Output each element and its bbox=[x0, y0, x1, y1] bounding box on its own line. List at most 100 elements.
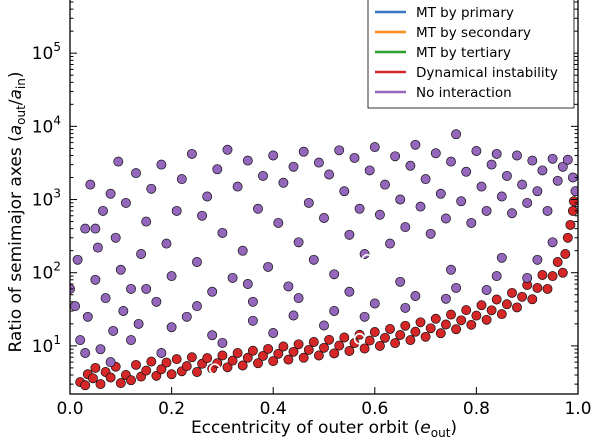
data-point bbox=[542, 205, 553, 216]
data-point bbox=[186, 352, 197, 363]
data-point bbox=[110, 232, 121, 243]
data-point bbox=[268, 328, 279, 338]
data-point bbox=[440, 293, 451, 304]
data-point bbox=[222, 144, 233, 155]
data-point bbox=[496, 309, 507, 320]
data-point bbox=[405, 335, 416, 346]
data-point bbox=[319, 213, 329, 223]
data-point bbox=[496, 191, 507, 202]
data-point bbox=[247, 315, 258, 326]
data-point bbox=[385, 324, 395, 334]
y-tick-label: 103 bbox=[32, 187, 61, 211]
data-point bbox=[568, 196, 578, 207]
data-point bbox=[456, 196, 467, 207]
data-point bbox=[501, 299, 512, 310]
y-tick-label: 101 bbox=[32, 333, 61, 357]
data-point bbox=[570, 186, 578, 197]
highlighted-point bbox=[361, 253, 374, 266]
x-tick-label: 0.6 bbox=[361, 399, 388, 419]
data-point bbox=[308, 254, 319, 265]
data-point bbox=[446, 309, 456, 320]
data-point bbox=[456, 315, 467, 326]
data-point bbox=[263, 343, 274, 354]
data-point bbox=[547, 153, 558, 164]
data-point bbox=[557, 267, 568, 278]
data-point bbox=[552, 257, 563, 267]
data-point bbox=[100, 293, 111, 304]
data-point bbox=[80, 380, 91, 391]
data-point bbox=[547, 271, 558, 282]
data-point bbox=[476, 181, 487, 192]
data-point bbox=[156, 364, 167, 375]
data-point bbox=[278, 177, 289, 188]
data-point bbox=[202, 353, 213, 364]
data-point bbox=[522, 197, 533, 208]
data-point bbox=[496, 252, 507, 263]
data-point bbox=[486, 159, 497, 170]
data-point bbox=[476, 300, 487, 311]
highlight-layer bbox=[209, 253, 374, 376]
data-point bbox=[329, 348, 340, 359]
data-point bbox=[176, 174, 187, 185]
data-point bbox=[319, 342, 329, 353]
legend-label: MT by secondary bbox=[416, 25, 531, 41]
data-point bbox=[532, 186, 543, 197]
data-point bbox=[171, 205, 182, 216]
data-point bbox=[334, 145, 345, 156]
data-point bbox=[451, 129, 462, 140]
data-point bbox=[222, 362, 233, 373]
data-point bbox=[80, 223, 91, 234]
data-point bbox=[491, 294, 502, 305]
data-point bbox=[253, 203, 263, 214]
data-point bbox=[303, 344, 314, 355]
data-point bbox=[278, 341, 289, 352]
data-point bbox=[491, 271, 502, 282]
legend-label: MT by tertiary bbox=[416, 45, 511, 61]
data-point bbox=[430, 148, 441, 159]
data-point bbox=[522, 272, 533, 283]
data-point bbox=[217, 337, 228, 348]
data-point bbox=[90, 223, 101, 234]
data-point bbox=[293, 339, 304, 350]
data-point bbox=[273, 348, 284, 359]
data-point bbox=[420, 331, 431, 342]
data-point bbox=[329, 306, 340, 316]
data-point bbox=[557, 161, 568, 172]
data-point bbox=[400, 302, 411, 313]
data-point bbox=[126, 335, 136, 346]
legend-label: MT by primary bbox=[416, 5, 514, 21]
data-point bbox=[410, 291, 421, 301]
data-point bbox=[517, 291, 528, 302]
data-point bbox=[354, 203, 365, 214]
data-point bbox=[161, 357, 172, 368]
data-point bbox=[207, 286, 218, 297]
data-point bbox=[298, 352, 309, 363]
data-point bbox=[527, 294, 538, 305]
data-point bbox=[126, 283, 136, 294]
data-point bbox=[324, 169, 335, 180]
data-point bbox=[344, 286, 355, 297]
data-point bbox=[446, 264, 456, 275]
data-point bbox=[268, 150, 279, 161]
data-point bbox=[565, 219, 576, 230]
data-point bbox=[115, 378, 126, 389]
data-point bbox=[131, 359, 141, 370]
data-point bbox=[227, 272, 238, 283]
data-point bbox=[560, 249, 571, 259]
data-point bbox=[186, 148, 197, 159]
data-point bbox=[507, 208, 517, 219]
data-point bbox=[288, 346, 299, 357]
data-point bbox=[532, 282, 543, 293]
data-point bbox=[410, 139, 421, 150]
data-point bbox=[369, 142, 380, 153]
data-point bbox=[113, 156, 124, 167]
data-point bbox=[105, 357, 116, 368]
x-axis-label: Eccentricity of outer orbit (eout) bbox=[191, 418, 457, 440]
data-point bbox=[268, 356, 279, 367]
data-point bbox=[512, 150, 522, 161]
data-point bbox=[542, 283, 553, 294]
y-tick-label: 104 bbox=[32, 113, 61, 137]
data-point bbox=[151, 296, 162, 307]
data-point bbox=[105, 188, 116, 199]
